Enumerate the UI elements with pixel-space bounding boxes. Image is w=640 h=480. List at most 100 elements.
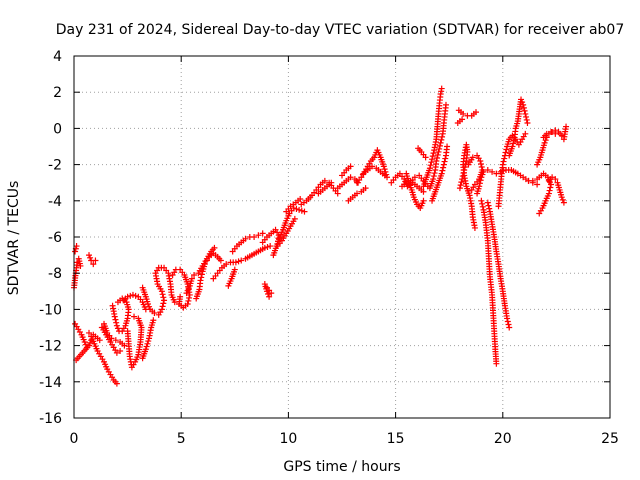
- data-point: [411, 174, 418, 181]
- data-point: [548, 129, 555, 136]
- data-point: [225, 282, 232, 289]
- data-point: [420, 188, 427, 195]
- data-point: [131, 313, 138, 320]
- data-point: [486, 205, 493, 212]
- data-point: [362, 185, 369, 192]
- data-point: [265, 291, 272, 298]
- data-point: [458, 179, 465, 186]
- data-point: [145, 338, 152, 345]
- data-point: [479, 203, 486, 210]
- data-point: [477, 177, 484, 184]
- data-point: [480, 168, 487, 175]
- y-tick-label: -16: [39, 411, 62, 427]
- data-point: [151, 310, 158, 317]
- data-point: [113, 322, 120, 329]
- data-point: [129, 291, 136, 298]
- data-point: [232, 259, 239, 266]
- data-point: [547, 184, 554, 191]
- data-point: [430, 176, 437, 183]
- data-point: [158, 306, 165, 313]
- y-tick-label: 4: [53, 49, 62, 65]
- data-point: [185, 297, 192, 304]
- x-tick-label: 5: [177, 431, 186, 447]
- data-point: [296, 206, 303, 213]
- data-point: [430, 150, 437, 157]
- data-point: [266, 293, 273, 300]
- data-point: [552, 176, 559, 183]
- data-point: [293, 205, 300, 212]
- grid: [74, 56, 610, 418]
- data-point: [217, 257, 224, 264]
- data-point: [297, 195, 304, 202]
- data-point: [112, 316, 119, 323]
- data-point: [429, 153, 436, 160]
- data-point: [347, 163, 354, 170]
- data-point: [552, 127, 559, 134]
- data-point: [521, 107, 528, 114]
- x-tick-label: 25: [601, 431, 619, 447]
- data-point: [197, 277, 204, 284]
- data-point: [489, 168, 496, 175]
- data-point: [86, 342, 93, 349]
- data-point: [523, 116, 530, 123]
- data-point: [211, 244, 218, 251]
- data-point: [460, 110, 467, 117]
- data-point: [478, 164, 485, 171]
- y-tick-label: -12: [39, 339, 62, 355]
- data-point: [502, 149, 509, 156]
- data-point: [522, 110, 529, 117]
- data-point: [438, 136, 445, 143]
- data-point: [381, 166, 388, 173]
- data-point: [436, 142, 443, 149]
- data-point: [347, 174, 354, 181]
- data-point: [90, 261, 97, 268]
- data-point: [435, 148, 442, 155]
- data-point: [506, 324, 513, 331]
- data-point: [415, 145, 422, 152]
- data-point: [86, 329, 93, 336]
- data-point: [471, 224, 478, 231]
- data-point: [529, 179, 536, 186]
- data-point: [510, 137, 517, 144]
- data-point: [504, 315, 511, 322]
- data-point: [92, 257, 99, 264]
- data-point: [328, 179, 335, 186]
- x-tick-label: 15: [387, 431, 405, 447]
- y-tick-label: -10: [39, 302, 62, 318]
- data-point: [519, 99, 526, 106]
- data-point: [144, 340, 151, 347]
- data-point: [524, 119, 531, 126]
- data-point: [525, 177, 532, 184]
- y-tick-label: 0: [53, 121, 62, 137]
- data-point: [150, 317, 157, 324]
- data-point: [457, 182, 464, 189]
- data-point: [500, 158, 507, 165]
- data-point: [560, 199, 567, 206]
- data-point: [476, 183, 483, 190]
- data-point: [559, 196, 566, 203]
- data-point: [112, 337, 119, 344]
- data-point: [334, 190, 341, 197]
- axis-ticks: [73, 55, 611, 419]
- data-point: [563, 123, 570, 130]
- data-point: [108, 335, 115, 342]
- data-point: [235, 258, 242, 265]
- data-point: [437, 139, 444, 146]
- data-point: [114, 299, 121, 306]
- data-point: [198, 271, 205, 278]
- data-point: [177, 293, 184, 300]
- data-point: [548, 181, 555, 188]
- data-point: [510, 140, 517, 147]
- data-marks: [71, 85, 570, 387]
- data-point: [444, 143, 451, 150]
- data-point: [87, 339, 94, 346]
- y-tick-label: 2: [53, 85, 62, 101]
- data-point: [354, 190, 361, 197]
- data-point: [439, 133, 446, 140]
- data-point: [431, 170, 438, 177]
- x-tick-label: 20: [494, 431, 512, 447]
- data-point: [369, 163, 376, 170]
- data-point: [509, 143, 516, 150]
- data-point: [434, 154, 441, 161]
- data-point: [124, 293, 131, 300]
